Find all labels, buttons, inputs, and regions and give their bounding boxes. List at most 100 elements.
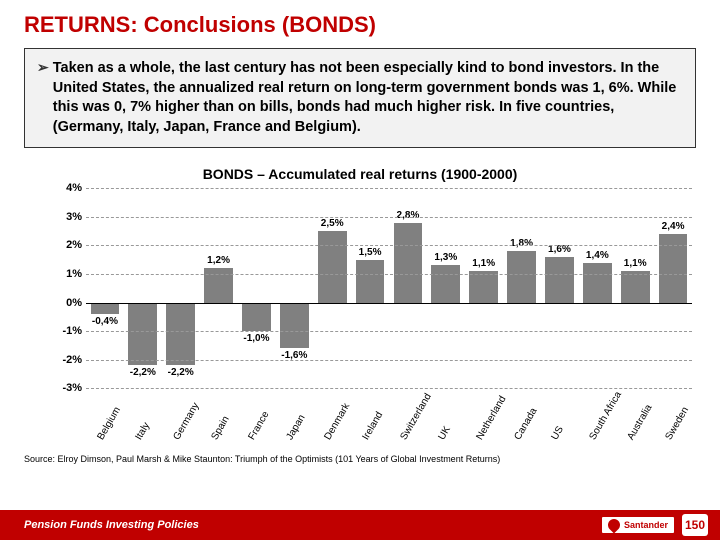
y-axis-labels: 4%3%2%1%0%-1%-2%-3%	[58, 188, 84, 388]
x-slot: Australia	[616, 388, 654, 448]
bar-slot: 1,8%	[503, 188, 541, 388]
x-tick-label: Australia	[626, 403, 655, 442]
x-slot: Ireland	[351, 388, 389, 448]
source-footnote: Source: Elroy Dimson, Paul Marsh & Mike …	[0, 448, 720, 464]
chart-title: BONDS – Accumulated real returns (1900-2…	[24, 166, 696, 182]
x-slot: Spain	[200, 388, 238, 448]
bar-value-label: -1,0%	[243, 333, 269, 344]
bar	[356, 260, 385, 303]
bar-value-label: -0,4%	[92, 316, 118, 327]
bar-value-label: 1,8%	[510, 238, 533, 249]
grid-line	[86, 274, 692, 275]
x-tick-label: Japan	[285, 413, 308, 442]
callout-box: ➢ Taken as a whole, the last century has…	[24, 48, 696, 148]
bar	[280, 303, 309, 349]
bar	[166, 303, 195, 366]
x-tick-label: Spain	[209, 415, 231, 443]
bar-value-label: 1,3%	[434, 252, 457, 263]
bar-value-label: 1,1%	[472, 258, 495, 269]
x-slot: Italy	[124, 388, 162, 448]
bar-value-label: -2,2%	[168, 367, 194, 378]
x-slot: Japan	[275, 388, 313, 448]
x-slot: Netherland	[465, 388, 503, 448]
bar-value-label: 1,5%	[359, 247, 382, 258]
bar-slot: 2,8%	[389, 188, 427, 388]
x-tick-label: Canada	[512, 406, 539, 442]
bar-slot: 1,1%	[465, 188, 503, 388]
grid-line	[86, 217, 692, 218]
bar-slot: 2,5%	[313, 188, 351, 388]
bar-slot: 1,6%	[541, 188, 579, 388]
x-slot: Canada	[503, 388, 541, 448]
callout-text: Taken as a whole, the last century has n…	[53, 59, 683, 137]
bar-slot: 1,5%	[351, 188, 389, 388]
x-axis-labels: BelgiumItalyGermanySpainFranceJapanDenma…	[86, 388, 692, 448]
flame-icon	[605, 517, 622, 534]
x-tick-label: Germany	[171, 401, 201, 442]
grid-line	[86, 360, 692, 361]
bullet-arrow: ➢	[37, 59, 49, 137]
zero-line	[86, 303, 692, 304]
bar	[394, 223, 423, 303]
bar-slot: -1,0%	[238, 188, 276, 388]
bar-slot: -1,6%	[275, 188, 313, 388]
x-slot: Germany	[162, 388, 200, 448]
x-tick-label: Ireland	[361, 410, 386, 442]
bar	[318, 231, 347, 302]
y-tick-label: 4%	[66, 182, 82, 194]
bar-value-label: 2,4%	[662, 221, 685, 232]
y-tick-label: 0%	[66, 297, 82, 309]
y-tick-label: 3%	[66, 211, 82, 223]
footer-title: Pension Funds Investing Policies	[24, 519, 199, 531]
x-tick-label: Sweden	[664, 405, 692, 442]
bar	[507, 251, 536, 302]
x-tick-label: Italy	[133, 421, 152, 442]
bar	[583, 263, 612, 303]
bar-slot: 1,4%	[578, 188, 616, 388]
x-slot: US	[541, 388, 579, 448]
bar-value-label: 1,4%	[586, 250, 609, 261]
y-tick-label: 1%	[66, 268, 82, 280]
x-slot: Switzerland	[389, 388, 427, 448]
brand-logo: Santander	[602, 517, 674, 533]
bar-slot: -2,2%	[124, 188, 162, 388]
bar-slot: 1,2%	[200, 188, 238, 388]
page-title: RETURNS: Conclusions (BONDS)	[24, 12, 696, 38]
x-tick-label: UK	[436, 425, 452, 443]
x-slot: South Africa	[578, 388, 616, 448]
plot-area: -0,4% -2,2% -2,2% 1,2% -1,0% -1,6% 2,5% 1,5% 2,8…	[86, 188, 692, 388]
grid-line	[86, 188, 692, 189]
bar-value-label: -2,2%	[130, 367, 156, 378]
bar-value-label: 1,2%	[207, 255, 230, 266]
badge-number: 150	[685, 519, 705, 531]
grid-line	[86, 331, 692, 332]
grid-line	[86, 245, 692, 246]
x-tick-label: France	[247, 410, 272, 442]
y-tick-label: -3%	[62, 382, 82, 394]
y-tick-label: 2%	[66, 239, 82, 251]
chart-container: BONDS – Accumulated real returns (1900-2…	[24, 166, 696, 448]
bar	[91, 303, 120, 314]
bar	[128, 303, 157, 366]
bar	[621, 271, 650, 302]
bar-slot: 1,1%	[616, 188, 654, 388]
x-tick-label: Denmark	[323, 402, 353, 443]
y-tick-label: -2%	[62, 354, 82, 366]
x-slot: UK	[427, 388, 465, 448]
bar	[545, 257, 574, 303]
x-slot: France	[238, 388, 276, 448]
bar-slot: 1,3%	[427, 188, 465, 388]
bars-group: -0,4% -2,2% -2,2% 1,2% -1,0% -1,6% 2,5% 1,5% 2,8…	[86, 188, 692, 388]
brand-text: Santander	[624, 520, 668, 530]
x-slot: Sweden	[654, 388, 692, 448]
y-tick-label: -1%	[62, 325, 82, 337]
bar-slot: -2,2%	[162, 188, 200, 388]
bar	[242, 303, 271, 332]
bar-value-label: 2,5%	[321, 218, 344, 229]
bar-value-label: 1,1%	[624, 258, 647, 269]
bar-value-label: 2,8%	[397, 210, 420, 221]
footer-bar: Pension Funds Investing Policies Santand…	[0, 510, 720, 540]
bar	[659, 234, 688, 303]
bar-chart: 4%3%2%1%0%-1%-2%-3% -0,4%-2,2%-2,2%1,2%-…	[58, 188, 692, 448]
x-slot: Denmark	[313, 388, 351, 448]
